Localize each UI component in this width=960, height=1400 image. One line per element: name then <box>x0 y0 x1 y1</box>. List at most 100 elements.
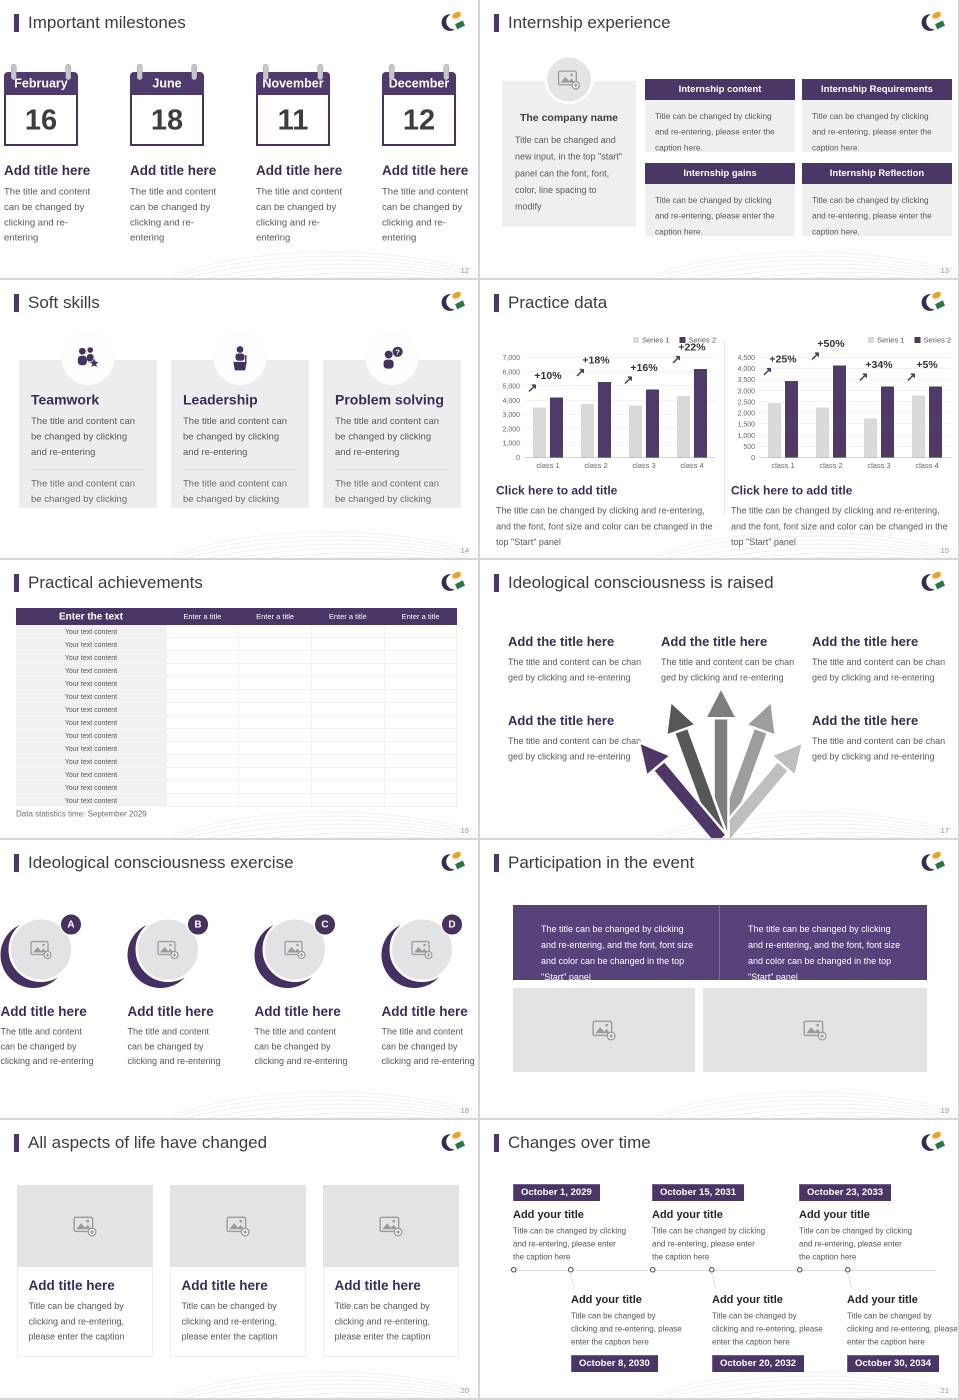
slide-thumbnail-16[interactable]: Practical achievements Enter the text En… <box>0 560 480 840</box>
brand-logo-icon <box>921 1130 946 1154</box>
item-body: Title can be changed by clicking and re-… <box>571 1312 682 1347</box>
block-body: The title and content can be chan ged by … <box>812 657 946 683</box>
slide-thumbnail-13[interactable]: Internship experience The company name T… <box>480 0 960 280</box>
table-cell-empty <box>311 703 385 716</box>
brand-logo-icon <box>441 1130 466 1154</box>
calendar-clip <box>263 64 269 80</box>
table-header-col: Enter a title <box>328 612 367 621</box>
page-title: Changes over time <box>508 1133 651 1152</box>
slide-thumbnail-21[interactable]: Changes over time October 1, 2029 Add yo… <box>480 1120 960 1400</box>
up-right-arrow-icon: ↗ <box>671 352 682 367</box>
company-body: Title can be changed and new input, in t… <box>515 135 622 212</box>
x-axis-tick-label: class 1 <box>536 461 560 471</box>
table-cell-text: Your text content <box>16 703 166 716</box>
chart-plot-area: 0 500 1,000 1,500 2,000 2,500 3,000 3,500 4,000 4… <box>737 338 951 470</box>
text-block: Add the title here The title and content… <box>812 634 958 685</box>
purple-banner: The title can be changed by clicking and… <box>513 905 927 983</box>
table-cell-text: Your text content <box>16 677 166 690</box>
exercise-item: D Add title here The title and content c… <box>381 913 479 1069</box>
table-row: Your text content <box>16 677 457 690</box>
circle-image-placeholder: A <box>0 913 85 991</box>
y-axis-tick-label: 7,000 <box>502 353 520 362</box>
table-cell-empty <box>238 781 312 794</box>
title-accent-bar <box>14 573 19 592</box>
photo-card: Add title here Title can be changed by c… <box>323 1185 459 1357</box>
company-panel: The company name Title can be changed an… <box>502 55 636 227</box>
bar-percent-label: +25% ↗ <box>747 354 819 378</box>
table-row: Your text content <box>16 768 457 781</box>
table-cell-empty <box>311 729 385 742</box>
photo-card: Add title here Title can be changed by c… <box>17 1185 153 1357</box>
image-placeholder <box>513 988 695 1072</box>
text-block: Add the title here The title and content… <box>508 634 658 685</box>
table-cell-empty <box>165 664 239 677</box>
slide-14: Soft skills Teamwork The title and conte… <box>0 280 478 558</box>
text-block: Add the title here The title and content… <box>661 634 811 685</box>
page-number: 16 <box>460 826 469 836</box>
table-cell-empty <box>311 716 385 729</box>
table-cell-empty <box>165 690 239 703</box>
table-footnote: Data statistics time: September 2029 <box>16 810 147 819</box>
skill-body-2: The title and content can be changed by … <box>183 478 288 505</box>
gridline <box>759 390 951 391</box>
table-row: Your text content <box>16 690 457 703</box>
legend-swatch <box>867 337 874 343</box>
skill-title: Problem solving <box>335 392 444 408</box>
item-body: The title and content can be changed by … <box>381 1026 475 1067</box>
slide-thumbnail-12[interactable]: Important milestones February 16 Add tit… <box>0 0 480 280</box>
slide-header: All aspects of life have changed <box>14 1133 267 1153</box>
skill-card: Problem solving The title and content ca… <box>323 332 461 508</box>
banner-text-right: The title can be changed by clicking and… <box>748 924 901 983</box>
page-title: Soft skills <box>28 293 100 312</box>
table-cell-empty <box>384 729 457 742</box>
chart-caption-body: The title can be changed by clicking and… <box>731 505 948 548</box>
slide-thumbnail-14[interactable]: Soft skills Teamwork The title and conte… <box>0 280 480 560</box>
table-cell-empty <box>384 625 457 638</box>
skill-card: Leadership The title and content can be … <box>171 332 309 508</box>
y-axis-tick-label: 2,000 <box>502 424 520 433</box>
bar-series2 <box>881 386 894 458</box>
item-title: Add your title <box>799 1208 870 1221</box>
gridline <box>759 434 951 436</box>
calendar-card: November 11 <box>256 64 330 146</box>
page-title: Practice data <box>508 293 608 312</box>
page-number: 17 <box>940 826 949 836</box>
item-title: Add title here <box>127 1004 214 1019</box>
item-title: Add your title <box>847 1293 918 1306</box>
timeline-node <box>511 1267 517 1273</box>
page-number: 19 <box>940 1106 949 1116</box>
slide-thumbnail-18[interactable]: Ideological consciousness exercise A Add… <box>0 840 480 1120</box>
page-number: 14 <box>460 546 469 556</box>
table-header-col: Enter a title <box>183 612 222 621</box>
block-title: Add the title here <box>508 713 615 728</box>
table-cell-empty <box>384 794 457 807</box>
table-header-col: Enter a title <box>401 612 440 621</box>
table-row: Your text content <box>16 742 457 755</box>
slide-13: Internship experience The company name T… <box>480 0 958 278</box>
slide-thumbnail-19[interactable]: Participation in the event The title can… <box>480 840 960 1120</box>
item-body: The title and content can be changed by … <box>256 186 343 244</box>
slide-thumbnail-17[interactable]: Ideological consciousness is raised Add … <box>480 560 960 840</box>
table-cell-empty <box>165 742 239 755</box>
slide-thumbnail-20[interactable]: All aspects of life have changed Add tit… <box>0 1120 480 1400</box>
table-cell-empty <box>384 651 457 664</box>
table-cell-empty <box>238 625 312 638</box>
x-axis-tick-label: class 3 <box>632 461 656 471</box>
table-row: Your text content <box>16 664 457 677</box>
table-cell-empty <box>165 729 239 742</box>
bar-group: +18% ↗ class 2 <box>572 355 620 470</box>
brand-logo-icon <box>921 570 946 594</box>
card-body: Title can be changed by clicking and re-… <box>28 1301 125 1342</box>
bar-percent-label: +50% ↗ <box>795 338 867 362</box>
y-axis-tick-label: 1,000 <box>502 439 520 448</box>
item-body: Title can be changed by clicking and re-… <box>513 1227 627 1262</box>
brand-logo-icon <box>921 10 946 34</box>
exercise-item: A Add title here The title and content c… <box>0 913 99 1069</box>
chart-legend: Series 1 Series 2 <box>632 336 716 345</box>
table-cell-text: Your text content <box>16 794 166 807</box>
calendar-month: February <box>4 72 78 95</box>
slide-thumbnail-15[interactable]: Practice data Series 1 Series 2 0 1,000 2,00… <box>480 280 960 560</box>
skill-body-2: The title and content can be changed by … <box>31 478 136 505</box>
table-cell-empty <box>311 742 385 755</box>
x-axis-tick-label: class 4 <box>680 461 704 471</box>
